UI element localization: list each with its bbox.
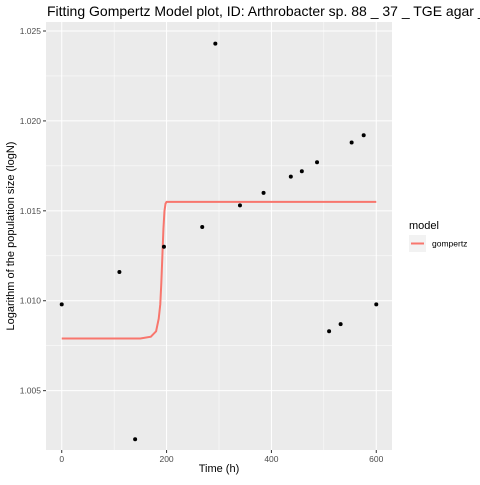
x-tick-label: 400	[264, 454, 278, 464]
legend-title: model	[409, 220, 439, 232]
data-point	[200, 225, 205, 230]
data-point	[338, 322, 343, 327]
y-tick-label: 1.025	[20, 26, 42, 36]
data-point	[288, 174, 293, 179]
data-point	[117, 269, 122, 274]
y-tick-label: 1.015	[20, 206, 42, 216]
legend: model gompertz	[409, 220, 467, 252]
y-tick-label: 1.010	[20, 296, 42, 306]
x-axis: 0 200 400 600	[59, 450, 384, 464]
legend-label-gompertz: gompertz	[432, 239, 467, 249]
y-axis-title: Logarithm of the population size (logN)	[5, 142, 17, 331]
data-point	[133, 437, 138, 442]
data-point	[237, 203, 242, 208]
fitted-curves	[61, 200, 377, 340]
data-point	[59, 302, 64, 307]
fit-line-gompertz	[61, 200, 377, 340]
data-point	[299, 169, 304, 174]
data-point	[161, 244, 166, 249]
y-tick-label: 1.005	[20, 386, 42, 396]
x-axis-title: Time (h)	[199, 463, 240, 475]
data-point	[213, 41, 218, 46]
data-point	[315, 160, 320, 165]
data-point	[327, 329, 332, 334]
data-point	[361, 133, 366, 138]
data-points	[59, 41, 379, 442]
x-tick-label: 200	[159, 454, 173, 464]
plot-title: Fitting Gompertz Model plot, ID: Arthrob…	[47, 3, 480, 19]
x-tick-label: 600	[369, 454, 383, 464]
data-point	[349, 140, 354, 145]
data-point	[261, 190, 266, 195]
y-tick-label: 1.020	[20, 116, 42, 126]
data-point	[374, 302, 379, 307]
y-axis: 1.005 1.010 1.015 1.020 1.025	[20, 26, 46, 396]
x-tick-label: 0	[59, 454, 64, 464]
grid-lines	[46, 22, 392, 450]
